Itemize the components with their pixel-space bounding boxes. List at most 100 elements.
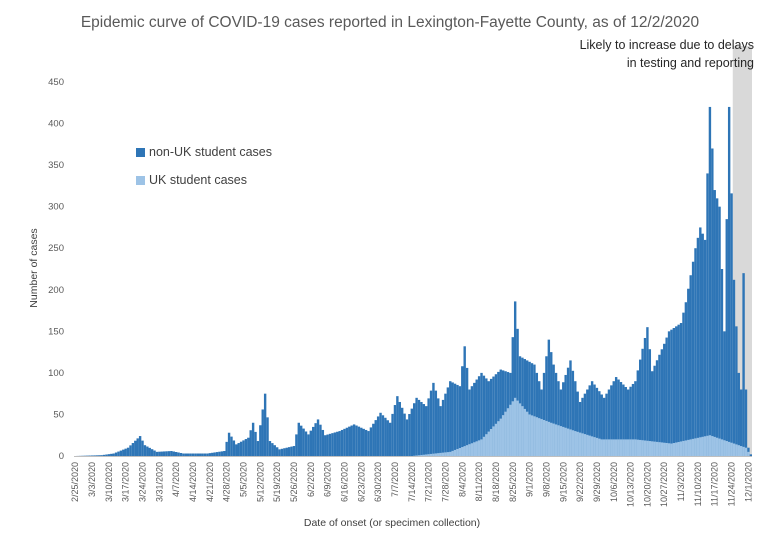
bar-non-uk — [422, 404, 426, 456]
bar-non-uk — [564, 374, 567, 456]
bar-non-uk — [218, 451, 221, 456]
bar-non-uk — [110, 453, 113, 456]
bar-uk — [653, 441, 656, 456]
bar-non-uk — [511, 337, 514, 456]
bar-uk — [492, 426, 495, 456]
bar-non-uk — [437, 398, 440, 456]
bar-uk — [420, 454, 423, 456]
bar-uk — [675, 442, 678, 456]
bar-uk — [480, 439, 483, 456]
bar-non-uk — [480, 372, 483, 456]
bar-non-uk — [304, 431, 308, 456]
bar-non-uk — [715, 198, 719, 456]
bar-uk — [473, 442, 476, 456]
bar-non-uk — [381, 415, 385, 456]
reporting-delay-note: Likely to increase due to delays in test… — [579, 38, 754, 70]
bar-non-uk — [93, 455, 96, 456]
x-axis-ticks: 2/25/2020 3/3/2020 3/10/2020 3/17/2020 3/24/… — [70, 462, 753, 507]
bar-non-uk — [237, 443, 240, 456]
bar-non-uk — [201, 453, 204, 456]
bar-non-uk — [533, 364, 536, 456]
bar-non-uk — [148, 447, 151, 456]
bar-non-uk — [213, 452, 216, 456]
y-tick-label: 350 — [48, 160, 64, 171]
bar-non-uk — [586, 389, 589, 456]
bar-uk — [723, 440, 726, 456]
x-tick-label: 4/14/2020 — [188, 462, 198, 502]
bar-non-uk — [744, 389, 748, 456]
bar-non-uk — [362, 428, 365, 456]
x-tick-label: 6/16/2020 — [339, 462, 349, 502]
bar-non-uk — [590, 381, 594, 456]
bar-uk — [489, 428, 493, 456]
bar-non-uk — [134, 440, 137, 456]
bar-uk — [497, 421, 500, 456]
bar-non-uk — [251, 422, 255, 456]
bar-uk — [655, 441, 659, 456]
bar-uk — [581, 433, 584, 456]
bar-uk — [456, 448, 459, 456]
bar-non-uk — [626, 389, 630, 456]
bar-non-uk — [179, 453, 183, 456]
bar-uk — [535, 417, 539, 456]
bar-uk — [703, 436, 707, 456]
bar-non-uk — [249, 430, 252, 456]
bar-non-uk — [655, 360, 659, 456]
bar-non-uk — [501, 370, 505, 456]
bar-uk — [485, 434, 488, 456]
bar-non-uk — [687, 288, 690, 456]
bar-non-uk — [499, 369, 502, 456]
bar-uk — [542, 419, 546, 456]
bar-uk — [550, 422, 553, 456]
bar-uk — [639, 439, 642, 456]
bar-uk — [470, 443, 474, 456]
bar-uk — [715, 437, 719, 456]
bar-non-uk — [439, 406, 442, 456]
bar-non-uk — [309, 430, 313, 456]
bar-uk — [612, 439, 615, 456]
bar-non-uk — [742, 273, 745, 456]
x-tick-label: 4/7/2020 — [171, 462, 181, 497]
bar-non-uk — [208, 453, 212, 456]
x-tick-label: 8/4/2020 — [457, 462, 467, 497]
bar-non-uk — [566, 367, 570, 456]
bar-non-uk — [595, 387, 599, 456]
bar-non-uk — [682, 312, 685, 456]
bar-uk — [607, 439, 611, 456]
bar-non-uk — [273, 445, 276, 456]
bar-non-uk — [386, 420, 389, 456]
bar-non-uk — [355, 425, 358, 456]
bar-non-uk — [220, 451, 224, 456]
chart-title: Epidemic curve of COVID-19 cases reporte… — [80, 14, 700, 31]
bar-uk — [511, 401, 514, 456]
bar-uk — [417, 455, 421, 456]
bar-non-uk — [331, 433, 334, 456]
bar-uk — [670, 443, 673, 456]
bar-non-uk — [482, 375, 486, 456]
bar-non-uk — [396, 396, 399, 456]
bar-non-uk — [617, 379, 620, 456]
bar-non-uk — [136, 438, 139, 456]
bar-non-uk — [554, 372, 558, 456]
x-tick-label: 9/1/2020 — [525, 462, 535, 497]
x-tick-label: 5/12/2020 — [255, 462, 265, 502]
bar-uk — [441, 452, 445, 456]
bar-non-uk — [574, 381, 577, 456]
bar-non-uk — [417, 399, 421, 456]
bar-non-uk — [634, 381, 637, 456]
bar-non-uk — [199, 453, 202, 456]
bar-non-uk — [610, 385, 613, 456]
bar-uk — [566, 428, 570, 456]
bar-non-uk — [160, 451, 163, 456]
bar-non-uk — [150, 449, 154, 456]
bar-non-uk — [598, 391, 601, 456]
bar-uk — [557, 425, 560, 456]
bar-non-uk — [300, 425, 303, 456]
bar-non-uk — [487, 381, 490, 456]
bar-non-uk — [429, 390, 433, 456]
bar-uk — [663, 442, 666, 456]
bar-non-uk — [131, 443, 135, 456]
bar-non-uk — [473, 382, 476, 456]
bar-non-uk — [374, 420, 377, 456]
